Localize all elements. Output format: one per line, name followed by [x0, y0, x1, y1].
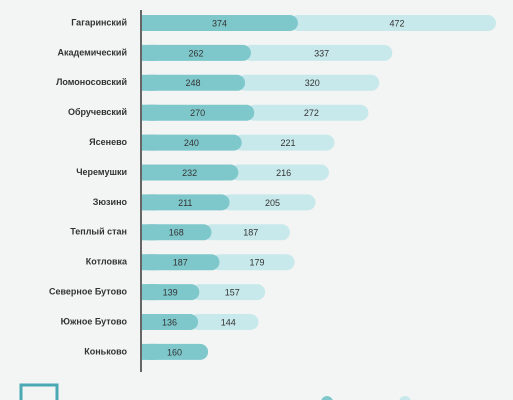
- value-label: 187: [243, 228, 258, 238]
- value-label: 221: [281, 138, 296, 148]
- value-label: 272: [304, 108, 319, 118]
- category-label: Академический: [58, 47, 128, 57]
- value-label: 270: [190, 108, 205, 118]
- bar-segment-base: [141, 194, 157, 211]
- value-label: 139: [163, 287, 178, 297]
- bar-segment-base: [141, 74, 157, 91]
- bar-segment: [246, 104, 369, 121]
- bar-segment: [233, 134, 335, 151]
- category-label: Гагаринский: [71, 17, 127, 27]
- bar-segment-base: [141, 15, 157, 31]
- value-label: 187: [173, 258, 188, 268]
- bar-segment-base: [141, 314, 157, 330]
- value-label: 136: [162, 317, 177, 327]
- bar-segment: [191, 284, 266, 301]
- value-label: 240: [184, 138, 199, 148]
- bar-segment: [211, 254, 295, 271]
- value-label: 232: [182, 168, 197, 178]
- category-label: Северное Бутово: [49, 286, 128, 296]
- category-label: Теплый стан: [70, 227, 127, 237]
- bar-segment: [141, 74, 246, 91]
- category-label: Коньково: [84, 346, 127, 356]
- bar-segment: [141, 134, 242, 151]
- value-label: 168: [169, 228, 184, 238]
- bar-segment: [141, 224, 212, 241]
- category-label: Обручевский: [68, 107, 127, 117]
- bar-segment: [203, 224, 290, 241]
- bars: Гагаринский 374 472 Академический 262 337 Ломо…: [49, 15, 496, 360]
- bar-segment: [141, 164, 239, 181]
- value-label: 216: [276, 168, 291, 178]
- bar-segment: [141, 104, 255, 121]
- bar-segment-base: [141, 224, 157, 241]
- bar-segment: [221, 194, 316, 211]
- category-label: Ломоносовский: [56, 77, 127, 87]
- bar-segment: [289, 15, 496, 31]
- value-label: 211: [178, 198, 192, 208]
- bar-segment-base: [141, 134, 157, 151]
- bar-segment: [230, 164, 329, 181]
- category-label: Ясенево: [89, 137, 127, 147]
- value-label: 374: [212, 18, 227, 28]
- bar-segment-base: [141, 284, 157, 301]
- value-label: 160: [167, 347, 182, 357]
- value-label: 205: [265, 198, 280, 208]
- value-label: 337: [314, 48, 329, 58]
- bar-segment-base: [141, 254, 157, 271]
- value-label: 262: [188, 48, 203, 58]
- value-label: 179: [250, 258, 265, 268]
- bar-segment: [242, 44, 393, 61]
- bar-segment: [141, 254, 220, 271]
- value-label: 144: [221, 317, 236, 327]
- bar-segment: [141, 343, 209, 360]
- bar-segment: [141, 15, 298, 31]
- decor-dot: [399, 396, 411, 400]
- bar-segment: [141, 44, 251, 61]
- value-label: 157: [225, 287, 240, 297]
- bar-segment-base: [141, 44, 157, 61]
- bar-segment: [141, 194, 230, 211]
- value-label: 248: [186, 78, 201, 88]
- decor-dot: [321, 396, 333, 400]
- category-label: Черемушки: [76, 167, 127, 177]
- category-label: Южное Бутово: [61, 316, 128, 326]
- bar-segment: [190, 314, 259, 330]
- category-label: Котловка: [86, 257, 128, 267]
- bar-segment-base: [141, 343, 157, 360]
- logo: [19, 383, 59, 400]
- bar-segment-base: [141, 164, 157, 181]
- category-label: Зюзино: [93, 197, 128, 207]
- value-label: 320: [305, 78, 320, 88]
- bar-segment: [237, 74, 380, 91]
- bar-segment-base: [141, 104, 157, 121]
- value-label: 472: [389, 18, 404, 28]
